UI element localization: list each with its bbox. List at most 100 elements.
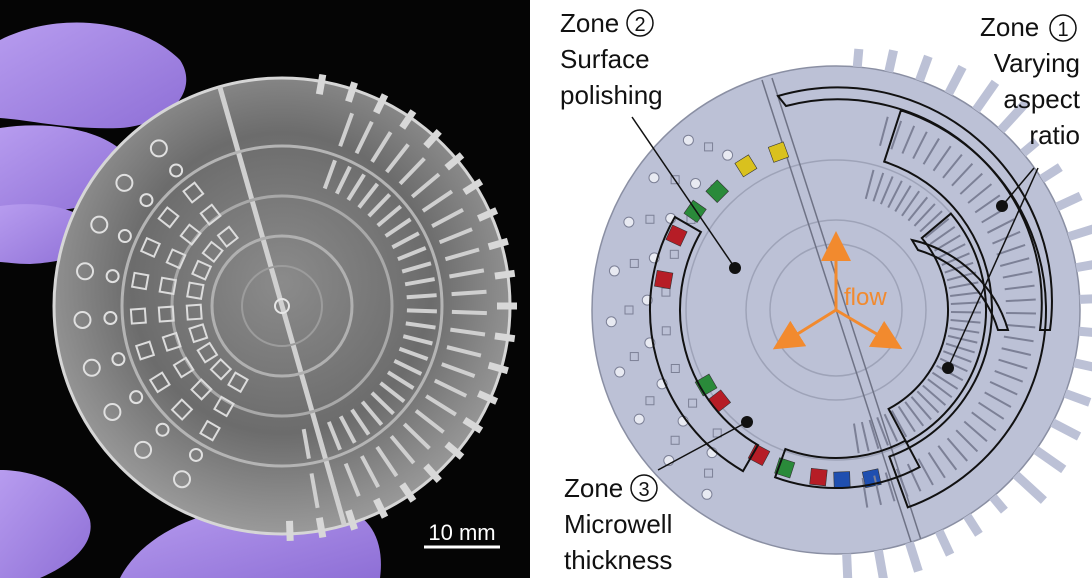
zone1-number: 1 [1057,19,1068,41]
photo-square-well [172,356,195,379]
schematic-slot [938,243,966,259]
schematic-slot [897,405,916,433]
photo-slot [398,346,429,361]
photo-well [73,310,92,329]
photo-tooth [345,81,358,103]
schematic-slot [1002,270,1033,279]
photo-tooth [494,332,516,343]
schematic-square [688,398,698,408]
photo-square-well [185,303,203,321]
photo-square-well [213,395,235,418]
photo-tooth [399,482,417,503]
schematic-slot [937,445,958,471]
schematic-slot [947,334,978,344]
photo-square-well [227,371,249,394]
photo-well [90,215,109,234]
schematic-slot [929,226,956,245]
schematic-tooth [972,79,1000,113]
schematic-hole [722,149,734,161]
schematic-slot [1001,347,1032,356]
device-schematic-graphic: flow Zone 2 Surface polishing Zone 1 [560,8,1092,583]
photo-square-well [158,276,178,296]
photo-square-well [170,398,194,421]
photo-square-well [165,248,187,270]
photo-tooth [373,497,389,519]
schematic-slot [950,311,981,314]
colored-well [654,269,674,290]
schematic-slot [861,477,869,508]
schematic-slot [974,194,1001,214]
zone3-line1: Microwell [564,509,672,539]
photo-square-well [209,357,233,381]
schematic-square [712,428,722,438]
photo-tooth [444,441,465,460]
photo-tooth [373,93,389,115]
schematic-square [704,468,714,478]
schematic-square [624,305,634,315]
zone2-title: Zone [560,8,619,38]
photo-slot [375,445,399,478]
disc-photo [52,76,512,536]
photo-tooth [487,361,509,375]
photo-slot [314,425,327,456]
schematic-slot [950,301,981,305]
photo-slot [406,308,437,314]
photo-square-well [190,378,213,401]
schematic-hole [614,366,626,378]
photo-square-well [196,341,219,364]
zone3-band [773,439,921,489]
photo-well [111,352,126,367]
schematic-slot [922,138,940,165]
photo-square-well [191,259,213,281]
schematic-tooth [935,529,955,557]
zone3-number: 3 [638,479,649,501]
schematic-square [629,258,639,268]
photo-slot [389,434,416,465]
photo-slot [367,193,392,218]
zone2-line1: Surface [560,44,650,74]
photo-slot [385,143,410,174]
schematic-tooth [963,513,983,537]
photo-square-well [199,203,222,226]
photo-square-well [188,323,209,344]
schematic-slot [996,243,1026,256]
photo-square-well [199,419,221,442]
photo-square-well [139,236,162,258]
photo-well [139,193,154,208]
photo-slot [438,227,473,245]
photo-well [169,163,184,178]
photo-slot [405,321,436,330]
photo-tooth [423,463,442,483]
schematic-square [645,396,655,406]
photo-slot [379,381,406,404]
flow-arrow-right [835,308,903,350]
photo-tooth [399,109,417,130]
schematic-hole [623,216,635,228]
photo-tooth [345,509,358,531]
schematic-slot [950,291,981,297]
schematic-tooth [1033,446,1067,474]
schematic-slot [1005,311,1036,315]
zone2-band [649,215,760,473]
schematic-slot [860,421,870,452]
schematic-square [670,363,680,373]
photo-well [103,402,122,421]
photo-square-well [157,206,180,229]
photo-slot [376,204,403,228]
colored-well [833,471,851,489]
schematic-slot [959,172,983,195]
photo-slot [346,173,366,202]
photo-slot [414,409,445,434]
schematic-tooth [989,494,1008,514]
schematic-slot [927,378,953,399]
schematic-slot [999,257,1030,267]
photo-square-well [148,371,171,394]
zone1-line1: Varying [994,48,1080,78]
schematic-slot [1005,298,1036,303]
photo-slot [386,370,415,390]
photo-slot [441,362,476,378]
photo-well [117,229,132,244]
photo-slot [343,462,361,497]
schematic-square [704,142,714,152]
photo-square-well [216,225,240,248]
